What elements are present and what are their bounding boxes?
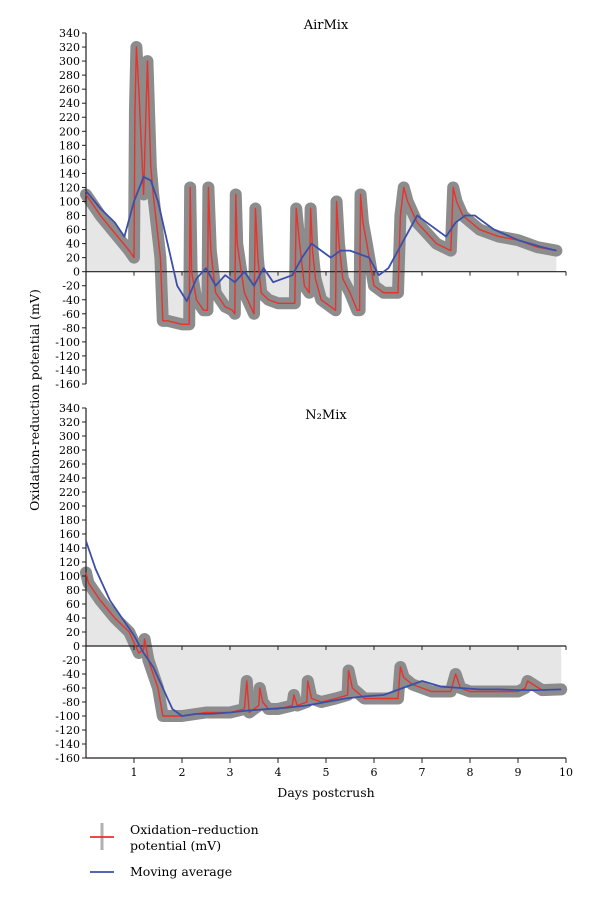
airmix-y-tick-label: -80	[62, 322, 80, 335]
n2mix-y-tick-label: 160	[59, 528, 80, 541]
airmix-y-tick-label: 260	[59, 83, 80, 96]
n2mix-y-tick-label: 320	[59, 416, 80, 429]
n2mix-y-tick-label: 60	[66, 598, 80, 611]
n2mix-moving-average-line	[85, 540, 562, 717]
n2mix-y-tick-label: -140	[55, 738, 80, 751]
airmix-y-tick-label: 200	[59, 125, 80, 138]
n2mix-y-tick-label: -80	[62, 696, 80, 709]
x-tick-label: 8	[467, 766, 474, 779]
n2mix-y-tick-label: 260	[59, 458, 80, 471]
legend-label-orp-line1: Oxidation–reduction	[130, 822, 259, 837]
n2mix-y-tick-label: 140	[59, 542, 80, 555]
airmix-orp-line	[85, 46, 557, 326]
x-tick-label: 3	[227, 766, 234, 779]
airmix-y-tick-label: 60	[66, 224, 80, 237]
airmix-y-tick-label: 340	[59, 27, 80, 40]
airmix-y-tick-label: -60	[62, 308, 80, 321]
airmix-y-tick-label: 140	[59, 167, 80, 180]
airmix-y-tick-label: 320	[59, 41, 80, 54]
x-tick-label: 4	[275, 766, 282, 779]
x-tick-label: 6	[371, 766, 378, 779]
n2mix-y-tick-label: 200	[59, 500, 80, 513]
airmix-panel-title: AirMix	[303, 18, 349, 33]
legend-label-moving-average: Moving average	[130, 864, 232, 879]
n2mix-y-tick-label: 280	[59, 444, 80, 457]
legend-swatch-orp	[90, 823, 114, 850]
n2mix-orp-area	[86, 572, 562, 716]
airmix-moving-average-line	[85, 176, 557, 303]
n2mix-y-tick-label: -160	[55, 752, 80, 765]
airmix-y-tick-label: 40	[66, 238, 80, 251]
airmix-y-tick-label: -140	[55, 364, 80, 377]
airmix-y-tick-label: 120	[59, 181, 80, 194]
airmix-y-tick-label: 160	[59, 153, 80, 166]
n2mix-y-tick-label: -20	[62, 654, 80, 667]
n2mix-y-tick-label: 0	[73, 640, 80, 653]
airmix-y-tick-label: 280	[59, 69, 80, 82]
y-axis-title: Oxidation-reduction potential (mV)	[27, 289, 42, 511]
airmix-y-tick-label: -120	[55, 350, 80, 363]
n2mix-y-tick-label: 240	[59, 472, 80, 485]
legend-label-orp-line2: potential (mV)	[130, 838, 221, 853]
airmix-orp-area	[86, 47, 557, 325]
airmix-y-tick-label: 220	[59, 111, 80, 124]
x-tick-label: 9	[515, 766, 522, 779]
airmix-y-tick-label: 80	[66, 210, 80, 223]
n2mix-y-tick-label: -60	[62, 682, 80, 695]
n2mix-y-tick-label: 120	[59, 556, 80, 569]
n2mix-y-tick-label: 180	[59, 514, 80, 527]
n2mix-y-tick-label: -120	[55, 724, 80, 737]
airmix-y-tick-label: -160	[55, 378, 80, 391]
airmix-y-tick-label: -40	[62, 294, 80, 307]
airmix-y-tick-label: 0	[73, 266, 80, 279]
airmix-y-tick-label: 100	[59, 195, 80, 208]
n2mix-y-tick-label: 20	[66, 626, 80, 639]
n2mix-y-tick-label: -100	[55, 710, 80, 723]
n2mix-orp-line	[85, 572, 562, 717]
airmix-y-tick-label: 20	[66, 252, 80, 265]
n2mix-panel-title: N₂Mix	[305, 408, 347, 423]
x-axis-title: Days postcrush	[277, 785, 374, 800]
airmix-y-tick-label: 240	[59, 97, 80, 110]
airmix-y-tick-label: 180	[59, 139, 80, 152]
legend: Oxidation–reduction potential (mV) Movin…	[90, 822, 259, 879]
x-tick-label: 10	[559, 766, 573, 779]
n2mix-y-tick-label: 220	[59, 486, 80, 499]
airmix-panel: 3403203002802602402202001801601401201008…	[55, 18, 567, 391]
n2mix-y-tick-label: 40	[66, 612, 80, 625]
n2mix-y-tick-label: -40	[62, 668, 80, 681]
n2mix-y-tick-label: 300	[59, 430, 80, 443]
x-tick-label: 5	[323, 766, 330, 779]
airmix-y-tick-label: -100	[55, 336, 80, 349]
n2mix-panel: 3403203002802602402202001801601401201008…	[55, 402, 573, 779]
x-tick-label: 1	[131, 766, 138, 779]
airmix-orp-range-band	[80, 41, 563, 331]
n2mix-y-tick-label: 340	[59, 402, 80, 415]
x-tick-label: 2	[179, 766, 186, 779]
x-tick-label: 7	[419, 766, 426, 779]
n2mix-y-tick-label: 100	[59, 570, 80, 583]
airmix-y-tick-label: -20	[62, 280, 80, 293]
n2mix-y-tick-label: 80	[66, 584, 80, 597]
airmix-y-tick-label: 300	[59, 55, 80, 68]
